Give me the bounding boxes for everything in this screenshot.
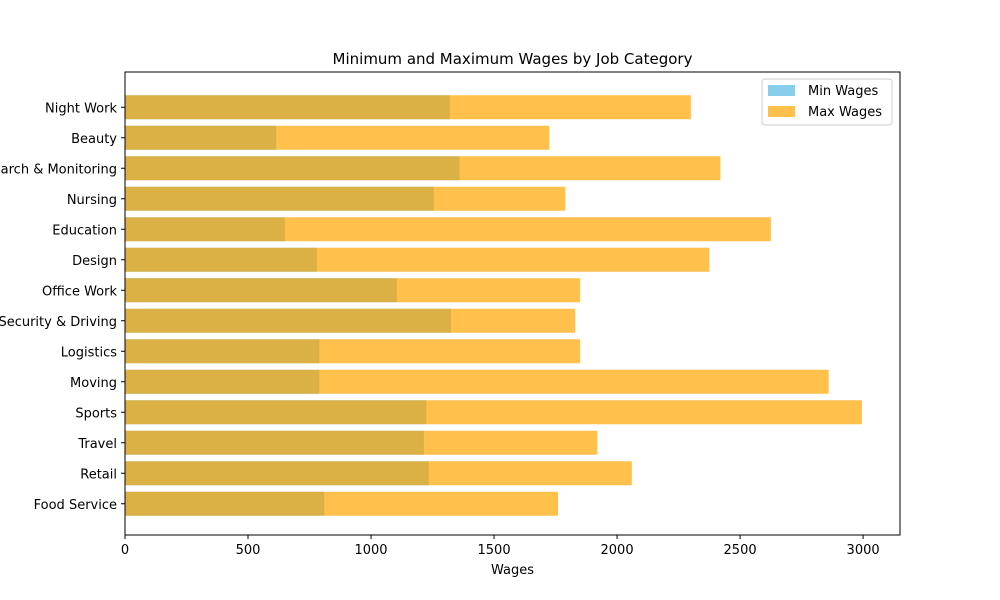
- bar-max-wages-nursing: [125, 186, 566, 211]
- x-tick-label: 1000: [354, 543, 387, 558]
- x-tick-label: 3000: [847, 543, 880, 558]
- y-tick-label-retail: Retail: [80, 467, 117, 482]
- bar-max-wages-food-service: [125, 491, 559, 516]
- x-axis-label: Wages: [491, 563, 534, 578]
- y-tick-label-nursing: Nursing: [67, 193, 117, 208]
- x-tick-label: 1500: [478, 543, 511, 558]
- y-tick-label-travel: Travel: [77, 437, 117, 452]
- bar-max-wages-research-monitoring: [125, 156, 721, 181]
- legend: Min Wages Max Wages: [761, 78, 893, 126]
- bar-max-wages-logistics: [125, 339, 581, 364]
- y-tick-label-security-driving: Security & Driving: [0, 315, 117, 330]
- bar-max-wages-travel: [125, 430, 598, 455]
- y-tick-label-sports: Sports: [75, 406, 117, 421]
- bar-max-wages-security-driving: [125, 308, 576, 333]
- bar-max-wages-beauty: [125, 125, 550, 150]
- x-tick-label: 2000: [601, 543, 634, 558]
- bar-max-wages-office-work: [125, 278, 581, 303]
- x-axis: 0 500 1000 1500 2000 2500 3000: [121, 535, 880, 558]
- y-tick-label-food-service: Food Service: [34, 498, 117, 513]
- y-tick-label-logistics: Logistics: [61, 345, 117, 360]
- y-tick-label-research-monitoring: Research & Monitoring: [0, 162, 117, 177]
- bar-max-wages-sports: [125, 400, 862, 425]
- legend-swatch-max-wages: [768, 106, 795, 117]
- chart-title: Minimum and Maximum Wages by Job Categor…: [333, 50, 693, 68]
- legend-swatch-min-wages: [768, 85, 795, 96]
- x-tick-label: 2500: [724, 543, 757, 558]
- y-tick-label-office-work: Office Work: [42, 284, 117, 299]
- y-tick-label-education: Education: [52, 223, 117, 238]
- x-tick-label: 0: [121, 543, 129, 558]
- bar-max-wages-design: [125, 247, 710, 272]
- bar-max-wages-moving: [125, 369, 829, 394]
- y-tick-label-night-work: Night Work: [45, 101, 117, 116]
- bars-layer: [125, 95, 862, 516]
- bar-max-wages-night-work: [125, 95, 691, 120]
- plot-frame: [124, 71, 901, 536]
- y-tick-label-design: Design: [72, 254, 117, 269]
- bar-max-wages-education: [125, 217, 771, 242]
- y-tick-label-beauty: Beauty: [71, 132, 117, 147]
- x-tick-label: 500: [236, 543, 261, 558]
- legend-label-max-wages: Max Wages: [808, 105, 882, 120]
- y-tick-label-moving: Moving: [70, 376, 117, 391]
- legend-label-min-wages: Min Wages: [808, 84, 878, 99]
- bar-max-wages-retail: [125, 461, 632, 486]
- y-axis: Food Service Retail Travel Sports Moving Logi…: [0, 101, 125, 513]
